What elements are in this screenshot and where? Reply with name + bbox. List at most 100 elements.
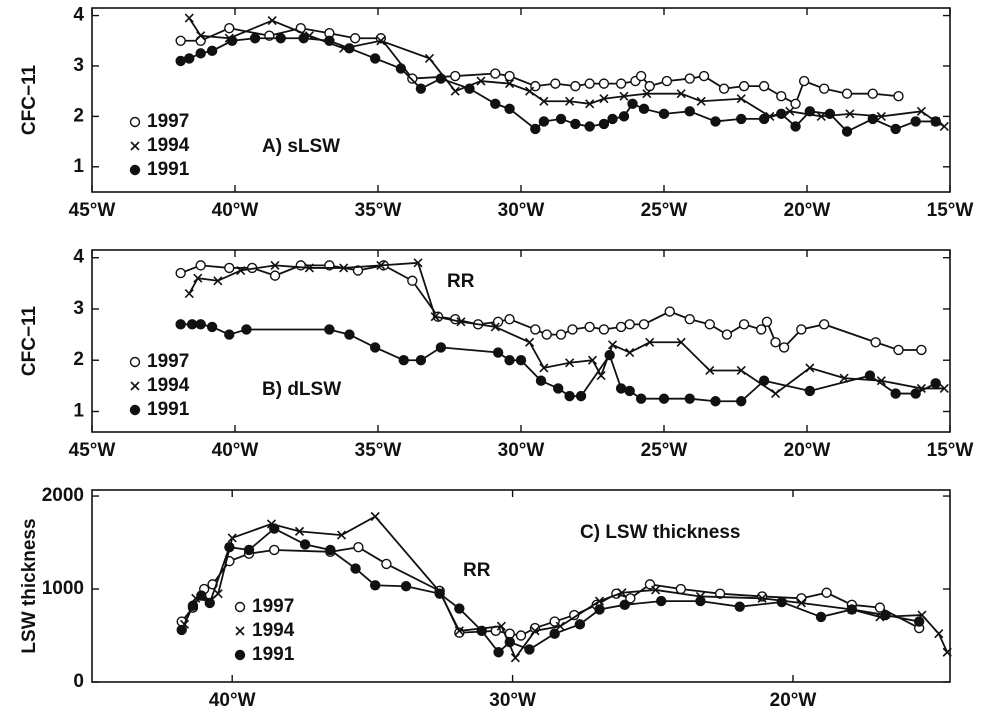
legend-label: 1991 [147, 159, 190, 180]
marker [734, 601, 745, 612]
marker [880, 609, 891, 621]
x-tick-label: 45°W [69, 440, 116, 461]
marker [555, 113, 567, 125]
marker [738, 80, 750, 92]
annotation: RR [447, 271, 475, 292]
marker [624, 319, 635, 330]
marker [275, 33, 286, 44]
marker [344, 329, 355, 340]
marker [504, 314, 515, 325]
x-tick-label: 20°W [784, 200, 831, 221]
marker [450, 70, 461, 82]
marker [539, 363, 549, 373]
marker [604, 349, 615, 361]
marker [549, 628, 560, 639]
y-tick-label: 0 [73, 671, 84, 692]
x-tick-label: 40°W [212, 200, 259, 221]
marker [304, 263, 314, 273]
marker [435, 342, 447, 353]
marker [269, 544, 280, 556]
marker [916, 106, 926, 116]
marker [349, 33, 361, 44]
marker [758, 375, 770, 386]
legend-marker [130, 381, 140, 391]
y-axis-label: CFC−11 [19, 64, 40, 135]
marker [270, 260, 280, 270]
legend-marker [129, 356, 141, 368]
marker [736, 365, 746, 376]
marker [587, 355, 598, 365]
marker [195, 260, 206, 271]
marker [714, 588, 726, 599]
marker [815, 611, 827, 623]
legend-marker [129, 404, 141, 416]
marker [476, 76, 486, 86]
legend-marker [235, 626, 245, 636]
marker [530, 123, 541, 135]
marker [504, 79, 515, 89]
marker [910, 388, 921, 399]
legend-marker [129, 116, 141, 128]
marker [676, 337, 686, 347]
marker [761, 316, 773, 327]
series-line [188, 261, 945, 395]
marker [570, 80, 581, 92]
marker [565, 96, 575, 106]
marker [564, 390, 575, 402]
marker [415, 355, 427, 366]
x-tick-label: 15°W [927, 440, 974, 461]
marker [893, 91, 904, 102]
marker [195, 35, 206, 46]
marker [492, 347, 504, 358]
marker [598, 78, 610, 89]
x-tick-label: 45°W [69, 200, 116, 221]
y-tick-label: 3 [73, 55, 84, 76]
marker [186, 319, 198, 330]
marker [206, 45, 218, 57]
marker [213, 589, 223, 599]
marker [757, 593, 767, 603]
marker [395, 63, 407, 74]
marker [615, 78, 627, 89]
marker [596, 371, 606, 381]
x-tick-label: 35°W [355, 200, 402, 221]
marker [381, 558, 392, 570]
legend-label: 1997 [252, 596, 294, 617]
marker [594, 596, 605, 606]
legend-label: 1991 [147, 399, 190, 420]
legend-marker [234, 649, 246, 661]
marker [570, 118, 581, 130]
marker [241, 324, 252, 335]
marker [721, 329, 733, 340]
marker [504, 355, 515, 366]
marker [525, 86, 535, 96]
marker [584, 321, 595, 333]
legend-marker [234, 601, 246, 613]
legend-label: 1997 [147, 111, 189, 132]
marker [584, 121, 595, 132]
marker [476, 625, 487, 637]
marker [213, 276, 223, 286]
marker [464, 83, 475, 94]
marker [350, 563, 361, 574]
series-line [183, 515, 949, 660]
marker [736, 396, 747, 407]
marker [619, 91, 629, 101]
marker [705, 365, 715, 376]
marker [184, 53, 195, 64]
marker [574, 619, 586, 630]
marker [196, 31, 206, 41]
marker [627, 98, 638, 109]
marker [535, 375, 547, 386]
annotation: RR [463, 560, 491, 581]
marker [916, 344, 927, 356]
marker [756, 324, 767, 335]
marker [575, 390, 587, 402]
marker [870, 337, 881, 348]
marker [369, 580, 381, 591]
marker [430, 312, 440, 322]
marker [796, 598, 806, 608]
marker [298, 33, 309, 44]
marker [890, 123, 901, 135]
